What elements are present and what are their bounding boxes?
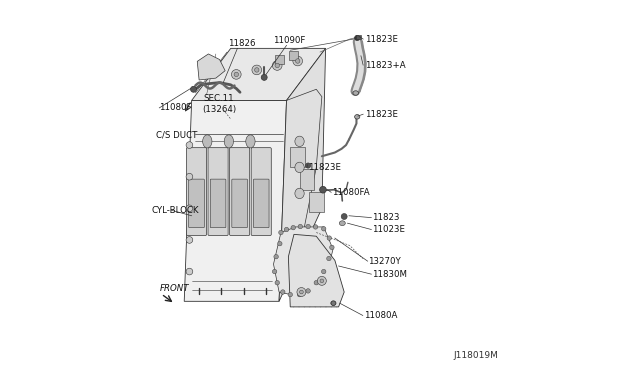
Circle shape <box>298 224 303 229</box>
Polygon shape <box>273 227 333 296</box>
FancyBboxPatch shape <box>253 179 269 228</box>
FancyBboxPatch shape <box>230 148 250 235</box>
Text: 11823E: 11823E <box>308 163 341 172</box>
Circle shape <box>331 301 335 305</box>
Circle shape <box>261 74 267 80</box>
Circle shape <box>274 254 278 259</box>
Circle shape <box>278 241 282 246</box>
Text: 11090F: 11090F <box>273 36 306 45</box>
Text: 13270Y: 13270Y <box>369 257 401 266</box>
Ellipse shape <box>246 135 255 148</box>
Text: 11023E: 11023E <box>372 225 405 234</box>
FancyBboxPatch shape <box>189 179 204 228</box>
Circle shape <box>321 269 326 274</box>
Circle shape <box>300 290 303 294</box>
Circle shape <box>297 288 306 296</box>
Text: 11823E: 11823E <box>365 110 397 119</box>
Ellipse shape <box>331 301 336 305</box>
Text: 11830M: 11830M <box>372 270 407 279</box>
Circle shape <box>288 292 292 297</box>
Circle shape <box>355 35 360 41</box>
FancyBboxPatch shape <box>251 148 271 235</box>
Circle shape <box>275 280 280 285</box>
Ellipse shape <box>224 135 234 148</box>
Circle shape <box>232 70 241 79</box>
Circle shape <box>306 224 310 229</box>
Text: 11823+A: 11823+A <box>365 61 405 70</box>
Circle shape <box>186 268 193 275</box>
Circle shape <box>320 279 324 283</box>
FancyBboxPatch shape <box>211 179 226 228</box>
Circle shape <box>186 173 193 180</box>
Ellipse shape <box>295 188 304 199</box>
Circle shape <box>284 227 289 232</box>
Circle shape <box>278 230 283 235</box>
Circle shape <box>341 214 347 219</box>
Polygon shape <box>289 234 344 307</box>
Bar <box>309 192 324 212</box>
Bar <box>356 35 360 39</box>
Circle shape <box>306 289 310 293</box>
Circle shape <box>296 59 300 63</box>
Circle shape <box>186 142 193 148</box>
FancyBboxPatch shape <box>232 179 248 228</box>
Circle shape <box>291 225 296 230</box>
Circle shape <box>234 72 239 77</box>
Circle shape <box>305 163 310 168</box>
Circle shape <box>326 256 331 261</box>
Circle shape <box>314 225 318 229</box>
Polygon shape <box>184 100 287 301</box>
Text: J118019M: J118019M <box>454 351 499 360</box>
Bar <box>300 169 314 190</box>
Text: FRONT: FRONT <box>159 284 189 293</box>
Ellipse shape <box>339 221 346 225</box>
Polygon shape <box>279 48 326 301</box>
Circle shape <box>321 227 326 231</box>
Text: SEC.11
(13264): SEC.11 (13264) <box>202 94 236 114</box>
Circle shape <box>273 269 277 274</box>
FancyBboxPatch shape <box>208 148 228 235</box>
Bar <box>291 147 305 167</box>
Circle shape <box>293 56 303 66</box>
Circle shape <box>252 65 262 75</box>
Ellipse shape <box>295 162 304 173</box>
Circle shape <box>280 290 285 294</box>
Bar <box>289 51 298 60</box>
Circle shape <box>255 68 259 72</box>
Ellipse shape <box>203 135 212 148</box>
Text: 11823E: 11823E <box>365 35 397 44</box>
Circle shape <box>330 245 334 250</box>
Circle shape <box>317 276 326 285</box>
Text: 11080F: 11080F <box>159 103 192 112</box>
Text: CYL-BLOCK: CYL-BLOCK <box>152 206 199 215</box>
Circle shape <box>298 292 302 297</box>
Circle shape <box>314 280 319 285</box>
Circle shape <box>275 63 280 68</box>
Bar <box>275 55 284 64</box>
Circle shape <box>191 86 196 92</box>
Polygon shape <box>191 48 326 100</box>
Circle shape <box>273 61 282 70</box>
Text: 11080FA: 11080FA <box>332 188 370 197</box>
Text: 11080A: 11080A <box>364 311 397 320</box>
Circle shape <box>186 205 193 212</box>
Text: 11826: 11826 <box>228 39 255 48</box>
Circle shape <box>186 237 193 243</box>
Circle shape <box>319 186 326 193</box>
Polygon shape <box>197 54 225 80</box>
FancyBboxPatch shape <box>186 148 207 235</box>
Ellipse shape <box>355 115 360 119</box>
Ellipse shape <box>295 136 304 147</box>
Circle shape <box>327 236 332 240</box>
Text: 11823: 11823 <box>372 213 399 222</box>
Ellipse shape <box>353 91 358 95</box>
Text: C/S DUCT: C/S DUCT <box>156 130 198 139</box>
